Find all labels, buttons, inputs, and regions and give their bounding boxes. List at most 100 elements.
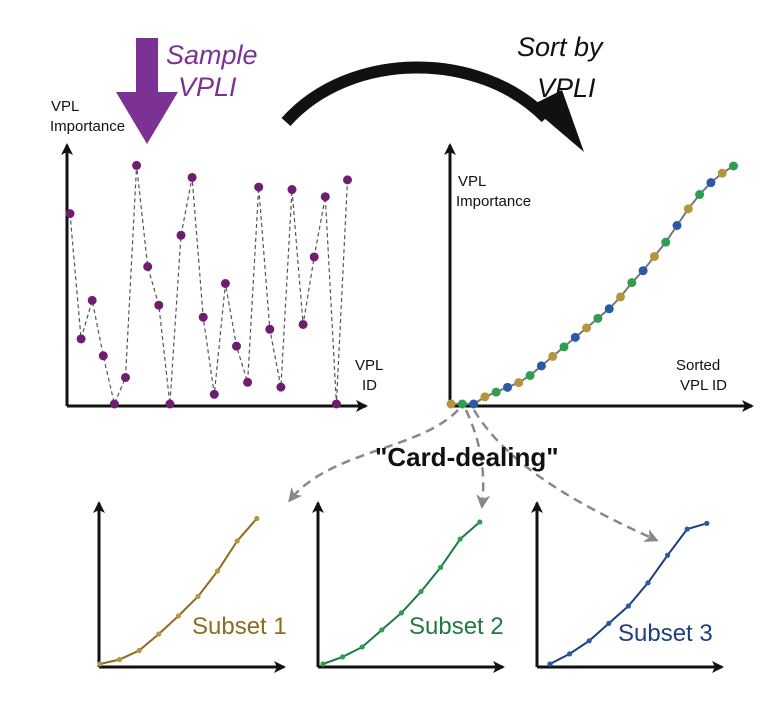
unsorted-point [98, 351, 108, 361]
unsorted-point [309, 252, 319, 262]
subset-1-label: Subset 1 [192, 613, 287, 640]
unsorted-point [254, 182, 264, 192]
sorted-point [536, 361, 546, 371]
sorted-x-label-line1: Sorted [676, 357, 720, 374]
subset-2-point [320, 661, 326, 667]
sorted-point [683, 204, 693, 214]
subset-3-point [684, 526, 690, 532]
subset-1-line [99, 517, 258, 665]
subset-1-point [136, 647, 142, 654]
deal-arrow-subset-3 [472, 409, 659, 542]
subset-3-point [567, 651, 573, 657]
unsorted-point [143, 262, 153, 272]
unsorted-point [265, 324, 275, 334]
subset-2-label: Subset 2 [409, 613, 504, 640]
unsorted-point [187, 172, 197, 182]
unsorted-point [165, 399, 175, 409]
subset-3-chart: Subset 3 [531, 501, 724, 673]
subset-3-point [625, 603, 632, 609]
subset-3-label: Subset 3 [618, 620, 713, 647]
subset-3-point [586, 638, 592, 644]
sorted-point [604, 304, 614, 314]
unsorted-y-label-line1: VPL [51, 98, 79, 115]
sorted-series [446, 161, 738, 409]
unsorted-point [76, 334, 86, 344]
unsorted-x-label-line1: VPL [355, 357, 383, 374]
subset-1-point [234, 538, 240, 544]
sort-label-line2: VPLI [537, 73, 596, 103]
subset-2-series [320, 519, 483, 667]
subset-1-point [175, 613, 181, 619]
sorted-point [661, 237, 671, 247]
sorted-point [593, 313, 603, 323]
deal-arrow-subset-1 [288, 409, 459, 503]
card-dealing-label: "Card-dealing" [375, 442, 559, 472]
unsorted-line [69, 165, 349, 406]
sort-label-line1: Sort by [517, 32, 604, 62]
sort-arrow-curve [281, 61, 551, 127]
sorted-point [548, 351, 558, 361]
unsorted-point [331, 399, 341, 409]
sorted-point [695, 190, 705, 200]
unsorted-point [132, 160, 142, 170]
sorted-point [491, 387, 501, 397]
subset-2-point [457, 536, 463, 542]
unsorted-point [220, 279, 230, 288]
sample-label-line2: VPLI [178, 72, 237, 102]
subset-1-point [156, 631, 162, 637]
subset-1-chart: Subset 1 [93, 501, 287, 673]
subset-2-point [438, 564, 444, 571]
unsorted-point [209, 389, 219, 399]
unsorted-point [87, 295, 97, 305]
sorted-point [717, 168, 727, 178]
subset-1-point [254, 515, 260, 522]
subset-2-point [398, 610, 404, 616]
sorted-point [672, 221, 682, 230]
unsorted-point [320, 192, 330, 202]
sorted-point [706, 178, 716, 188]
subset-1-point [195, 593, 201, 600]
unsorted-point [176, 230, 186, 240]
deal-arrow-subset-2 [464, 409, 491, 509]
sample-arrow [116, 38, 178, 144]
subset-2-point [359, 644, 365, 650]
sorted-chart: VPL Importance Sorted VPL ID [444, 143, 754, 412]
sorted-point [729, 161, 738, 171]
sorted-point [649, 251, 659, 261]
sorted-point [457, 399, 467, 409]
sort-arrow-head [530, 90, 584, 152]
sorted-point [627, 278, 637, 288]
sorted-point [559, 342, 569, 352]
sorted-point [638, 266, 648, 276]
sorted-y-label-line1: VPL [458, 173, 486, 190]
unsorted-point [109, 399, 119, 409]
unsorted-point [287, 185, 297, 195]
unsorted-point [65, 209, 75, 219]
subset-3-point [645, 580, 651, 586]
unsorted-point [276, 382, 286, 392]
unsorted-series [65, 160, 352, 409]
subset-3-point [704, 520, 710, 526]
subset-3-point [606, 620, 612, 627]
subset-1-point [117, 656, 123, 663]
sorted-point [570, 332, 580, 342]
subset-2-point [477, 519, 483, 525]
subset-2-chart: Subset 2 [312, 501, 505, 673]
subset-3-point [665, 552, 671, 558]
unsorted-point [121, 372, 130, 382]
unsorted-point [298, 319, 308, 329]
unsorted-point [198, 312, 208, 322]
subset-1-series [97, 515, 260, 667]
sorted-y-label-line2: Importance [456, 193, 531, 210]
subset-2-point [340, 654, 346, 660]
sorted-point [525, 370, 535, 380]
unsorted-point [154, 300, 164, 310]
subset-1-point [97, 661, 103, 667]
unsorted-chart: VPL Importance VPL ID [50, 98, 383, 412]
sorted-point [582, 323, 592, 333]
sorted-point [514, 378, 524, 388]
subset-2-point [379, 627, 385, 633]
sorted-point [503, 382, 512, 392]
sorted-point [616, 292, 625, 302]
